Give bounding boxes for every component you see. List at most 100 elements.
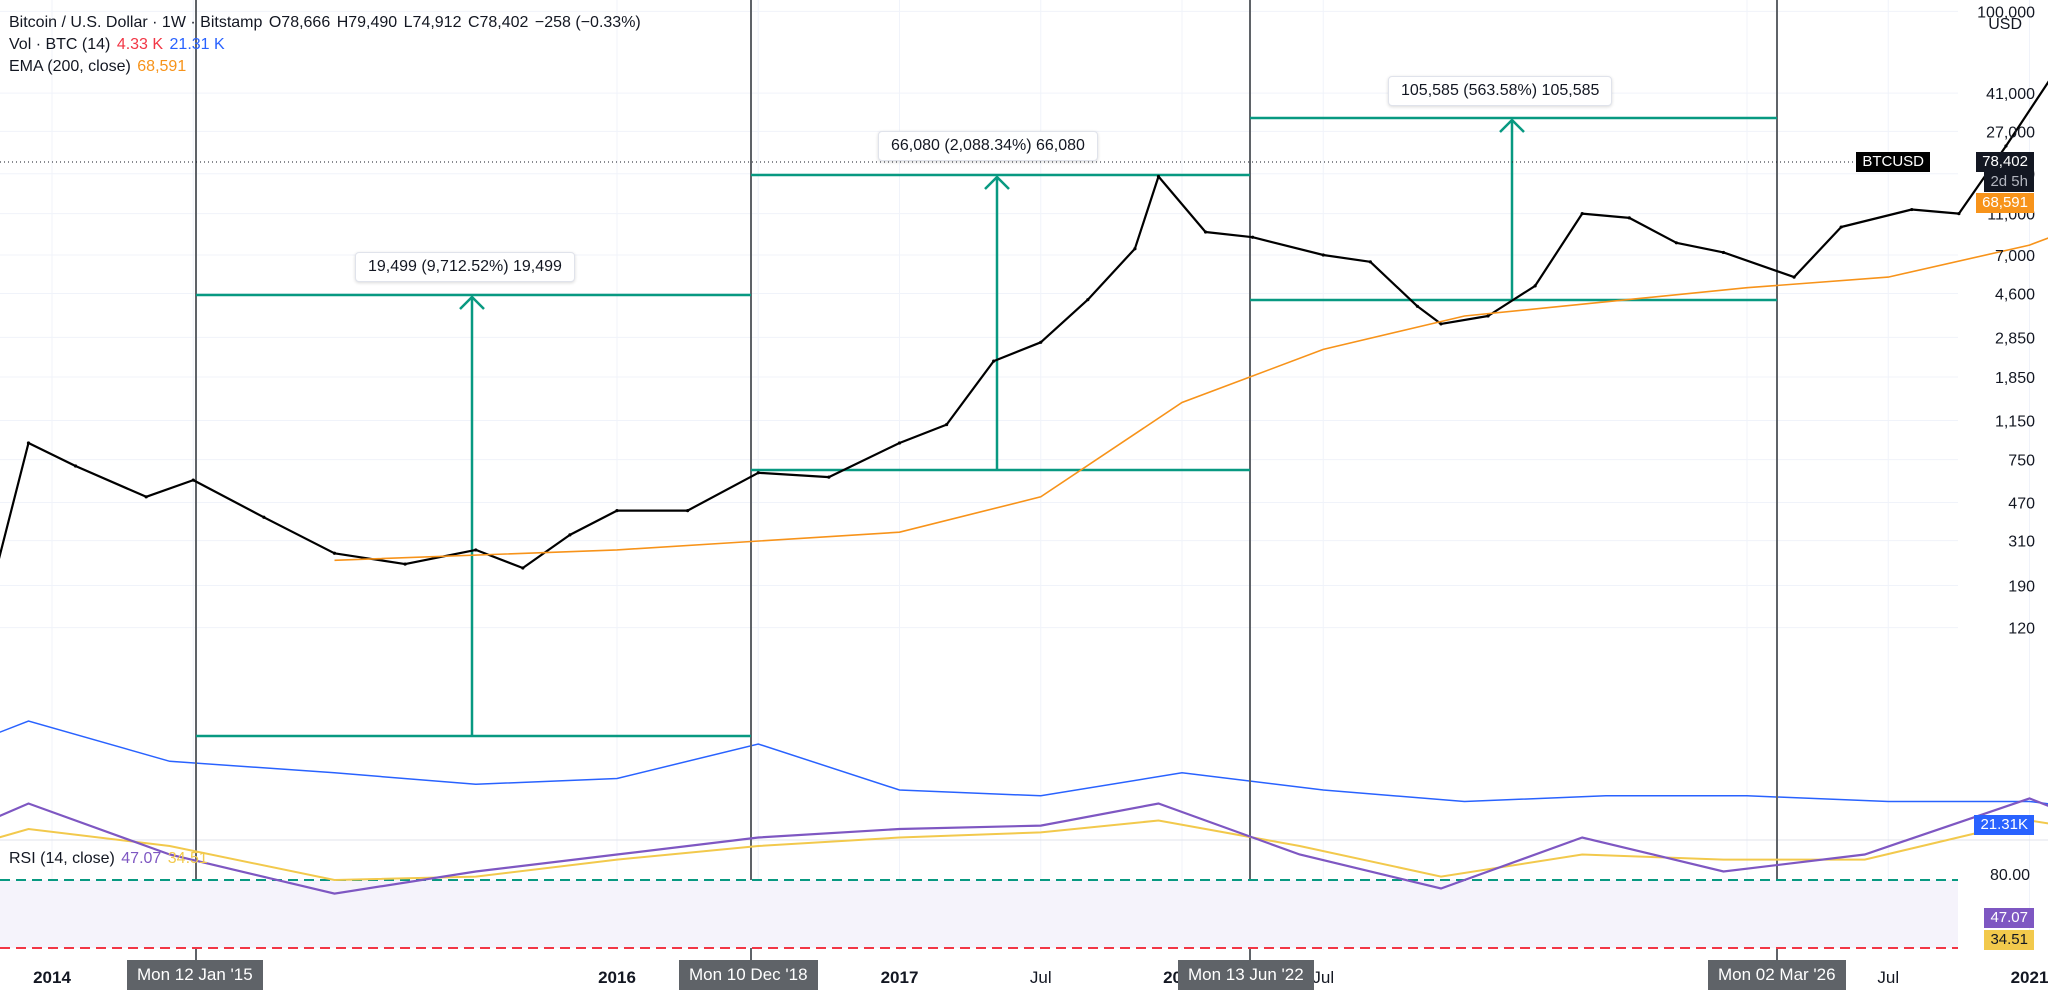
price-point [756, 471, 760, 475]
price-point [521, 566, 525, 570]
bar-countdown: 2d 5h [1984, 172, 2034, 192]
price-point [1086, 298, 1090, 302]
price-tick-label: 750 [2008, 453, 2035, 470]
ohlc-high: H79,490 [336, 14, 398, 31]
price-point [1957, 212, 1961, 216]
measure-arrow-head [984, 175, 1010, 190]
last-price-label: 78,402 [1982, 153, 2028, 170]
price-point [992, 359, 996, 363]
volume-value: 4.33 K [116, 36, 164, 53]
rsi-value: 47.07 [121, 850, 162, 867]
symbol-title: Bitcoin / U.S. Dollar · 1W · Bitstamp [9, 14, 263, 31]
price-point [1721, 250, 1726, 255]
rsi-label: RSI (14, close) [9, 850, 115, 867]
price-tick-label: 27,000 [1986, 124, 2035, 141]
price-tick-label: 1,850 [1995, 370, 2035, 387]
price-point [827, 475, 831, 479]
ohlc-open: O78,666 [268, 14, 331, 31]
measure-label-3[interactable]: 105,585 (563.58%) 105,585 [1388, 76, 1613, 106]
currency-label[interactable]: USD [1988, 16, 2022, 33]
date-marker-2: Mon 10 Dec '18 [679, 960, 818, 990]
measure-tool [751, 173, 1250, 472]
price-tick-label: 470 [2008, 495, 2035, 512]
volume-bars [0, 720, 2048, 805]
price-point [73, 464, 78, 468]
price-point [1627, 216, 1631, 220]
price-line [0, 80, 2048, 570]
ema-legend[interactable]: EMA (200, close) 68,591 [9, 58, 188, 76]
price-tick-label: 2,850 [1995, 330, 2035, 347]
ohlc-change: −258 (−0.33%) [534, 14, 641, 31]
volume-ma-line [0, 720, 2048, 805]
price-point [1133, 247, 1137, 251]
price-point [1533, 284, 1537, 288]
price-point [403, 562, 407, 566]
price-point [615, 509, 619, 513]
price-point [262, 515, 266, 519]
symbol-header: Bitcoin / U.S. Dollar · 1W · Bitstamp O7… [9, 14, 643, 32]
ema-value: 68,591 [137, 58, 187, 75]
rsi-legend[interactable]: RSI (14, close) 47.07 34.51 [9, 850, 210, 868]
time-tick-label: 2021 [2011, 968, 2048, 987]
price-tick-label: 190 [2008, 578, 2035, 595]
price-point [568, 533, 572, 537]
price-point [686, 509, 690, 513]
ema-line [334, 237, 2048, 562]
price-point [1839, 225, 1843, 229]
price-point [1321, 253, 1325, 257]
price-tick-label: 100,000 [1977, 4, 2035, 21]
ema-label: EMA (200, close) [9, 58, 131, 75]
price-point [474, 548, 478, 552]
price-tick-label: 4,600 [1995, 286, 2035, 303]
price-series [0, 80, 2048, 570]
rsi-line [0, 797, 2048, 895]
price-point [1368, 260, 1372, 264]
measure-arrow-head [1499, 118, 1525, 133]
price-tick-label: 120 [2008, 621, 2035, 638]
time-tick-label: Jul [1312, 968, 1334, 987]
symbol-tag-label: BTCUSD [1856, 152, 1930, 172]
price-point [1203, 230, 1208, 234]
time-tick-label: 2016 [598, 968, 636, 987]
price-tick-label: 1,150 [1995, 414, 2035, 431]
date-marker-4: Mon 02 Mar '26 [1708, 960, 1846, 990]
ohlc-close: C78,402 [467, 14, 529, 31]
price-tick-label: 7,000 [1995, 248, 2035, 265]
date-marker-1: Mon 12 Jan '15 [127, 960, 263, 990]
price-point [1486, 314, 1490, 318]
measure-tool [196, 293, 751, 738]
measure-label-2[interactable]: 66,080 (2,088.34%) 66,080 [878, 131, 1098, 161]
volume-label: Vol · BTC (14) [9, 36, 111, 53]
price-point [332, 551, 337, 555]
volume-ma-tag: 21.31K [1974, 815, 2034, 835]
ema-price-tag: 68,591 [1976, 193, 2034, 213]
symbol-price-tag: BTCUSD 78,402 [1856, 152, 2034, 172]
price-point [1910, 207, 1914, 212]
rsi-ma-line [0, 819, 2048, 882]
price-point [1792, 275, 1796, 279]
measure-tool [1250, 116, 1777, 302]
rsi-ma-value: 34.51 [167, 850, 208, 867]
price-point [1674, 241, 1678, 245]
price-tick-label: 41,000 [1986, 86, 2035, 103]
price-point [1156, 174, 1161, 179]
price-tick-label: 310 [2008, 534, 2035, 551]
ohlc-low: L74,912 [403, 14, 462, 31]
volume-legend[interactable]: Vol · BTC (14) 4.33 K 21.31 K [9, 36, 227, 54]
time-tick-label: Jul [1877, 968, 1899, 987]
rsi-pane [0, 797, 2048, 949]
time-tick-label: 2017 [881, 968, 919, 987]
measure-arrow-head [459, 295, 485, 310]
time-tick-label: 2014 [33, 968, 71, 987]
price-point [26, 441, 31, 445]
time-tick-label: Jul [1030, 968, 1052, 987]
rsi-band [0, 880, 1958, 948]
rsi-level-label: 80.00 [1990, 867, 2030, 884]
date-marker-lines [195, 0, 1778, 960]
rsi-value-tag: 47.07 [1984, 908, 2034, 928]
price-point [1580, 212, 1584, 216]
date-marker-3: Mon 13 Jun '22 [1178, 960, 1314, 990]
measure-label-1[interactable]: 19,499 (9,712.52%) 19,499 [355, 252, 575, 282]
measurement-tools [196, 116, 1777, 738]
price-point [2004, 144, 2008, 148]
